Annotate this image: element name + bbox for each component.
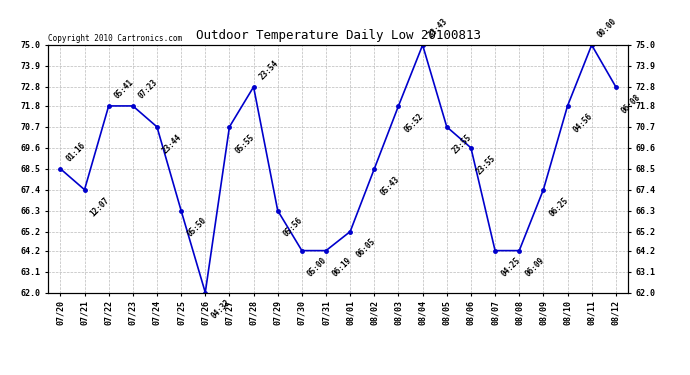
Text: 05:55: 05:55 xyxy=(234,132,256,155)
Text: 05:41: 05:41 xyxy=(113,78,135,101)
Text: 05:50: 05:50 xyxy=(186,216,208,239)
Text: 06:08: 06:08 xyxy=(620,93,642,115)
Text: 00:00: 00:00 xyxy=(596,17,618,39)
Text: 06:19: 06:19 xyxy=(331,256,353,279)
Title: Outdoor Temperature Daily Low 20100813: Outdoor Temperature Daily Low 20100813 xyxy=(195,30,481,42)
Text: 07:23: 07:23 xyxy=(137,78,159,101)
Text: 05:00: 05:00 xyxy=(306,256,328,279)
Text: 06:05: 06:05 xyxy=(355,237,377,260)
Text: 05:56: 05:56 xyxy=(282,216,304,239)
Text: Copyright 2010 Cartronics.com: Copyright 2010 Cartronics.com xyxy=(48,33,182,42)
Text: 23:54: 23:54 xyxy=(258,58,280,81)
Text: 01:16: 01:16 xyxy=(65,141,87,163)
Text: 23:55: 23:55 xyxy=(451,132,473,155)
Text: 04:56: 04:56 xyxy=(572,111,594,134)
Text: 05:52: 05:52 xyxy=(403,111,425,134)
Text: 06:09: 06:09 xyxy=(524,256,546,279)
Text: 23:44: 23:44 xyxy=(161,132,184,155)
Text: 04:32: 04:32 xyxy=(210,298,232,321)
Text: 06:25: 06:25 xyxy=(548,195,570,218)
Text: 23:43: 23:43 xyxy=(427,17,449,39)
Text: 04:25: 04:25 xyxy=(500,256,522,279)
Text: 12:07: 12:07 xyxy=(89,195,111,218)
Text: 23:55: 23:55 xyxy=(475,153,497,176)
Text: 05:43: 05:43 xyxy=(379,174,401,197)
